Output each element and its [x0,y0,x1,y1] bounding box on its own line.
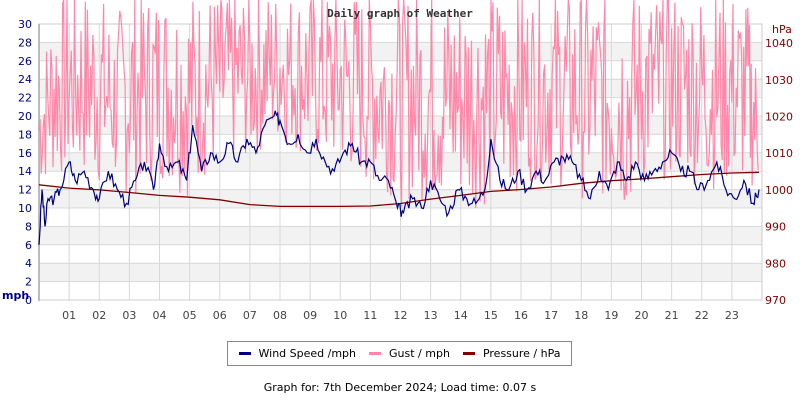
x-axis-ticks: 01 02 03 04 05 06 07 08 09 10 11 12 13 14 15 16 17 18 19 20… [62,309,739,322]
svg-text:16: 16 [18,147,32,160]
svg-text:6: 6 [25,239,32,252]
svg-text:05: 05 [183,309,197,322]
svg-text:17: 17 [544,309,558,322]
svg-text:22: 22 [18,92,32,105]
svg-text:1010: 1010 [765,147,793,160]
pressure-swatch-icon [462,352,475,355]
gust-swatch-icon [369,352,382,355]
legend-item-gust: Gust / mph [369,347,450,360]
svg-text:06: 06 [213,309,227,322]
gust-series [38,0,759,209]
legend-item-wind-speed: Wind Speed /mph [238,347,357,360]
svg-text:18: 18 [18,128,32,141]
chart-title: Daily graph of Weather [327,7,473,20]
svg-text:14: 14 [18,165,32,178]
svg-text:970: 970 [765,294,786,307]
legend-label: Pressure / hPa [482,347,561,360]
svg-text:1040: 1040 [765,37,793,50]
svg-text:12: 12 [394,309,408,322]
svg-text:0: 0 [25,294,32,307]
svg-text:12: 12 [18,184,32,197]
svg-text:15: 15 [484,309,498,322]
svg-text:1030: 1030 [765,74,793,87]
legend-item-pressure: Pressure / hPa [462,347,561,360]
right-axis-ticks: 970 980 990 1000 1010 1020 1030 1040 [765,37,793,307]
svg-text:1020: 1020 [765,111,793,124]
svg-text:08: 08 [273,309,287,322]
svg-text:07: 07 [243,309,257,322]
svg-text:16: 16 [514,309,528,322]
svg-text:18: 18 [574,309,588,322]
graph-footer: Graph for: 7th December 2024; Load time:… [263,381,537,394]
svg-text:8: 8 [25,220,32,233]
svg-text:980: 980 [765,257,786,270]
svg-text:11: 11 [363,309,377,322]
svg-text:1000: 1000 [765,184,793,197]
wind-speed-series [38,110,760,245]
svg-text:20: 20 [18,110,32,123]
chart-legend: Wind Speed /mph Gust / mph Pressure / hP… [227,341,572,366]
svg-text:14: 14 [454,309,468,322]
svg-text:28: 28 [18,36,32,49]
svg-text:03: 03 [122,309,136,322]
svg-text:10: 10 [18,202,32,215]
svg-text:2: 2 [25,276,32,289]
svg-text:19: 19 [604,309,618,322]
svg-text:990: 990 [765,221,786,234]
svg-text:22: 22 [695,309,709,322]
svg-text:13: 13 [424,309,438,322]
svg-text:4: 4 [25,257,32,270]
right-axis-unit: hPa [772,23,792,36]
svg-text:30: 30 [18,18,32,31]
svg-text:01: 01 [62,309,76,322]
wind-speed-swatch-icon [238,352,251,355]
legend-label: Wind Speed /mph [258,347,357,360]
legend-label: Gust / mph [389,347,450,360]
svg-text:23: 23 [725,309,739,322]
svg-text:10: 10 [333,309,347,322]
svg-text:24: 24 [18,73,32,86]
svg-text:21: 21 [665,309,679,322]
svg-text:26: 26 [18,55,32,68]
svg-text:04: 04 [153,309,167,322]
svg-text:02: 02 [92,309,106,322]
svg-text:20: 20 [635,309,649,322]
svg-text:09: 09 [303,309,317,322]
left-axis-unit: mph [2,289,29,302]
